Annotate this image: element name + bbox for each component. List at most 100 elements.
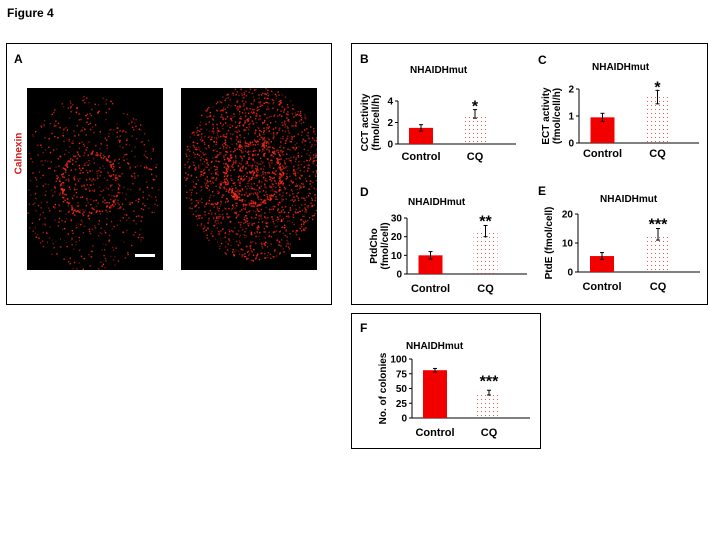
stain-speck — [295, 123, 297, 125]
stain-speck — [53, 170, 56, 172]
y-tick-label: 0 — [567, 268, 573, 279]
nuclear-rim-speck — [244, 204, 247, 206]
stain-speck — [241, 209, 243, 211]
stain-speck — [98, 220, 101, 222]
stain-speck — [250, 103, 252, 105]
stain-speck — [300, 230, 303, 232]
stain-speck — [189, 150, 191, 152]
stain-speck — [242, 175, 245, 177]
stain-speck — [300, 119, 303, 121]
stain-speck — [90, 114, 92, 117]
stain-speck — [295, 230, 297, 232]
nuclear-rim-speck — [70, 158, 72, 160]
stain-speck — [235, 143, 238, 145]
stain-speck — [223, 133, 225, 136]
stain-speck — [305, 208, 307, 211]
stain-speck — [215, 203, 217, 205]
nuclear-rim-speck — [225, 162, 227, 165]
stain-speck — [235, 249, 237, 251]
stain-speck — [39, 242, 42, 244]
stain-speck — [35, 210, 37, 212]
stain-speck — [220, 152, 222, 154]
stain-speck — [295, 114, 298, 116]
stain-speck — [235, 211, 237, 214]
stain-speck — [267, 241, 269, 244]
stain-speck — [302, 139, 304, 141]
stain-speck — [252, 123, 254, 125]
nuclear-rim-speck — [62, 190, 64, 193]
stain-speck — [272, 190, 274, 192]
stain-speck — [242, 151, 245, 153]
stain-speck — [251, 178, 253, 180]
stain-speck — [204, 168, 206, 170]
stain-speck — [256, 192, 259, 194]
stain-speck — [110, 198, 112, 201]
nuclear-rim-speck — [223, 172, 225, 174]
stain-speck — [263, 176, 265, 178]
stain-speck — [280, 211, 283, 213]
stain-speck — [65, 213, 67, 215]
stain-speck — [227, 216, 229, 218]
stain-speck — [189, 145, 191, 148]
stain-speck — [71, 197, 74, 200]
stain-speck — [298, 167, 300, 169]
stain-speck — [121, 192, 124, 194]
stain-speck — [223, 145, 225, 148]
stain-speck — [194, 148, 197, 151]
stain-speck — [263, 149, 265, 151]
stain-speck — [53, 149, 55, 151]
stain-speck — [219, 230, 221, 232]
stain-speck — [208, 130, 211, 132]
stain-speck — [239, 226, 242, 228]
stain-speck — [210, 183, 212, 185]
stain-speck — [29, 180, 32, 182]
stain-speck — [219, 182, 222, 185]
stain-speck — [287, 241, 290, 243]
stain-speck — [244, 236, 246, 238]
stain-speck — [125, 131, 127, 133]
stain-speck — [229, 126, 231, 129]
stain-speck — [262, 168, 265, 170]
stain-speck — [277, 218, 279, 220]
stain-speck — [101, 190, 103, 193]
nuclear-rim-speck — [115, 179, 117, 182]
stain-speck — [119, 135, 121, 137]
stain-speck — [244, 112, 247, 114]
stain-speck — [117, 127, 119, 129]
stain-speck — [110, 100, 112, 103]
nuclear-rim-speck — [101, 210, 104, 212]
nuclear-rim-speck — [67, 198, 69, 200]
stain-speck — [242, 189, 244, 191]
stain-speck — [306, 128, 308, 130]
stain-speck — [150, 158, 152, 160]
stain-speck — [217, 233, 219, 235]
stain-speck — [250, 192, 252, 195]
stain-speck — [53, 247, 55, 249]
stain-speck — [102, 165, 104, 167]
stain-speck — [62, 132, 64, 134]
stain-speck — [131, 120, 133, 122]
stain-speck — [108, 132, 110, 135]
stain-speck — [134, 231, 136, 234]
stain-speck — [243, 105, 245, 107]
y-tick-label: 0 — [568, 139, 574, 150]
stain-speck — [133, 234, 135, 236]
category-label: Control — [582, 281, 621, 293]
stain-speck — [270, 154, 272, 157]
nuclear-rim-speck — [274, 190, 276, 193]
stain-speck — [266, 117, 268, 119]
stain-speck — [295, 156, 297, 159]
stain-speck — [255, 257, 257, 259]
stain-speck — [286, 138, 288, 140]
stain-speck — [215, 223, 218, 225]
nuclear-rim-speck — [248, 204, 251, 206]
nuclear-rim-speck — [281, 168, 283, 170]
stain-speck — [263, 227, 265, 230]
stain-speck — [233, 113, 235, 115]
stain-speck — [195, 183, 198, 185]
stain-speck — [265, 186, 267, 189]
stain-speck — [228, 208, 230, 210]
stain-speck — [35, 197, 37, 200]
stain-speck — [234, 104, 237, 107]
stain-speck — [69, 202, 71, 204]
